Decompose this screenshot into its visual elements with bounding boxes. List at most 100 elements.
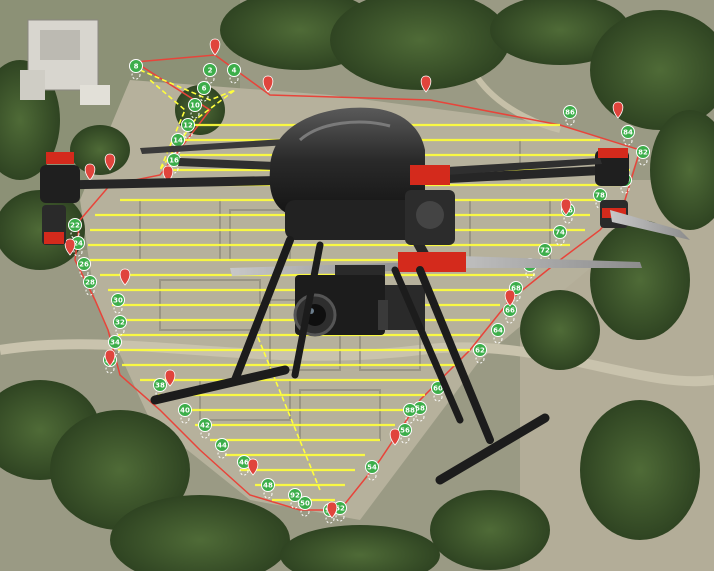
drone-propeller-front xyxy=(430,255,642,268)
drone-arm-right xyxy=(415,165,615,185)
drone-motor-right xyxy=(595,148,690,240)
drone-body-highlight xyxy=(298,120,391,142)
waypoint-marker: 42 xyxy=(198,418,212,439)
drone-motor-left xyxy=(40,152,80,245)
waypoint-label: 52 xyxy=(335,505,345,513)
drone-arm-left xyxy=(55,175,305,190)
waypoint-label: 64 xyxy=(493,327,503,335)
waypoint-label: 82 xyxy=(638,149,648,157)
drone-body-lower xyxy=(285,200,415,240)
boundary-pin xyxy=(209,38,221,56)
waypoint-label: 48 xyxy=(263,482,273,490)
waypoint-marker: 64 xyxy=(491,323,505,344)
waypoint-label: 40 xyxy=(180,407,190,415)
boundary-pin xyxy=(262,75,274,93)
boundary-pin xyxy=(104,153,116,171)
waypoint-marker: 82 xyxy=(636,145,650,166)
boundary-pin xyxy=(612,101,624,119)
waypoint-label: 42 xyxy=(200,422,210,430)
drone-motor-front-right xyxy=(398,165,466,272)
waypoint-marker: 26 xyxy=(77,257,91,278)
waypoint-marker: 54 xyxy=(365,460,379,481)
waypoint-label: 56 xyxy=(400,427,410,435)
waypoint-marker: 44 xyxy=(215,438,229,459)
flight-path-entry xyxy=(139,69,236,171)
waypoint-marker: 48 xyxy=(261,478,275,499)
waypoint-label: 88 xyxy=(405,407,415,415)
building xyxy=(20,19,110,105)
waypoint-label: 66 xyxy=(505,307,515,315)
waypoint-label: 54 xyxy=(367,464,377,472)
waypoint-marker: 86 xyxy=(563,105,577,126)
waypoint-marker: 50 xyxy=(298,496,312,517)
waypoint-marker: 38 xyxy=(153,378,167,399)
waypoint-label: 8 xyxy=(134,63,139,71)
boundary-pin xyxy=(389,428,401,446)
waypoint-marker: 62 xyxy=(473,343,487,364)
waypoint-label: 68 xyxy=(511,285,521,293)
boundary-pin xyxy=(104,349,116,367)
waypoint-marker: 6 xyxy=(197,81,211,102)
drone-propeller-right xyxy=(430,158,602,176)
drone-propeller-left xyxy=(140,138,304,154)
waypoint-label: 58 xyxy=(415,405,425,413)
waypoint-label: 28 xyxy=(85,279,95,287)
drone-body-shell xyxy=(269,107,425,224)
waypoint-marker: 88 xyxy=(403,403,417,424)
waypoint-marker: 22 xyxy=(68,218,82,239)
waypoint-marker: 40 xyxy=(178,403,192,424)
boundary-pin xyxy=(164,369,176,387)
waypoint-label: 60 xyxy=(433,385,443,393)
waypoint-marker: 10 xyxy=(188,98,202,119)
boundary-pin xyxy=(64,238,76,256)
waypoint-marker: 32 xyxy=(113,315,127,336)
drone xyxy=(40,107,690,485)
waypoint-marker: 84 xyxy=(621,125,635,146)
waypoint-label: 50 xyxy=(300,500,310,508)
waypoint-marker: 8 xyxy=(129,59,143,80)
waypoint-label: 22 xyxy=(70,222,80,230)
boundary-pin xyxy=(504,289,516,307)
waypoint-marker: 12 xyxy=(181,118,195,139)
waypoint-marker: 78 xyxy=(593,188,607,209)
waypoint-label: 14 xyxy=(173,137,183,145)
waypoint-label: 62 xyxy=(475,347,485,355)
waypoint-label: 92 xyxy=(290,492,300,500)
waypoint-marker: 4 xyxy=(227,63,241,84)
waypoint-label: 86 xyxy=(565,109,575,117)
waypoint-label: 26 xyxy=(79,261,89,269)
boundary-pin xyxy=(84,163,96,181)
flight-path-diagonal xyxy=(254,329,321,491)
waypoint-label: 72 xyxy=(540,247,550,255)
waypoint-label: 10 xyxy=(190,102,200,110)
waypoint-label: 32 xyxy=(115,319,125,327)
waypoint-label: 24 xyxy=(73,240,83,248)
waypoint-label: 74 xyxy=(555,229,565,237)
waypoint-label: 84 xyxy=(623,129,633,137)
waypoint-label: 6 xyxy=(202,85,207,93)
boundary-pin xyxy=(119,268,131,286)
boundary-pin xyxy=(326,501,338,519)
waypoint-label: 78 xyxy=(595,192,605,200)
waypoint-label: 2 xyxy=(208,67,213,75)
waypoint-marker: 2 xyxy=(203,63,217,84)
drone-landing-gear xyxy=(150,236,550,485)
boundary-pin xyxy=(247,458,259,476)
waypoint-label: 4 xyxy=(232,67,237,75)
boundary-pin xyxy=(162,165,174,183)
waypoint-label: 30 xyxy=(113,297,123,305)
waypoint-marker: 74 xyxy=(553,225,567,246)
waypoint-marker: 28 xyxy=(83,275,97,296)
waypoint-label: 38 xyxy=(155,382,165,390)
waypoint-label: 12 xyxy=(183,122,193,130)
waypoint-label: 44 xyxy=(217,442,227,450)
waypoint-label: 34 xyxy=(110,339,120,347)
waypoint-marker: 30 xyxy=(111,293,125,314)
waypoint-label: 46 xyxy=(239,459,249,467)
waypoint-marker: 66 xyxy=(503,303,517,324)
boundary-pin xyxy=(560,198,572,216)
boundary-pin xyxy=(420,75,432,93)
